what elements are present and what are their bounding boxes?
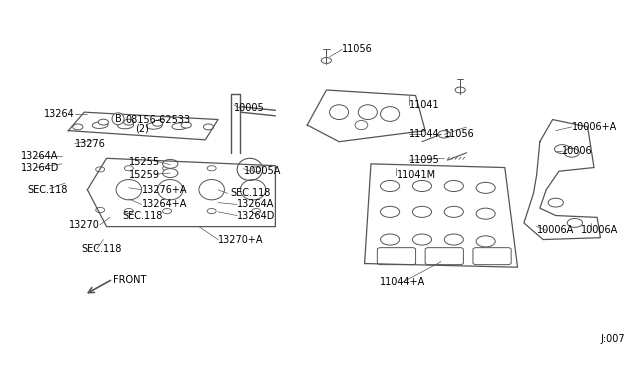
Ellipse shape xyxy=(199,180,225,200)
Circle shape xyxy=(96,208,104,212)
Text: 10006A: 10006A xyxy=(581,225,618,235)
Circle shape xyxy=(548,198,563,207)
Circle shape xyxy=(252,167,260,172)
Text: SEC.118: SEC.118 xyxy=(81,244,122,254)
Text: FRONT: FRONT xyxy=(113,275,147,285)
Text: J:007: J:007 xyxy=(600,334,625,344)
Circle shape xyxy=(381,234,399,245)
FancyBboxPatch shape xyxy=(378,248,415,264)
Circle shape xyxy=(412,180,431,192)
Text: 13264D: 13264D xyxy=(237,211,276,221)
Ellipse shape xyxy=(355,121,368,130)
Circle shape xyxy=(438,131,451,138)
Circle shape xyxy=(381,180,399,192)
Ellipse shape xyxy=(241,180,266,200)
Ellipse shape xyxy=(172,123,188,129)
Circle shape xyxy=(444,180,463,192)
Circle shape xyxy=(152,120,163,126)
Text: 10005: 10005 xyxy=(234,103,265,113)
Text: SEC.118: SEC.118 xyxy=(231,188,271,198)
Circle shape xyxy=(567,218,582,227)
Circle shape xyxy=(124,119,134,125)
Text: 11041: 11041 xyxy=(409,100,440,110)
Text: 13270+A: 13270+A xyxy=(218,234,264,244)
FancyBboxPatch shape xyxy=(473,248,511,264)
Circle shape xyxy=(96,167,104,172)
Text: 10006+A: 10006+A xyxy=(572,122,617,132)
Circle shape xyxy=(444,234,463,245)
Ellipse shape xyxy=(157,180,183,200)
Text: SEC.118: SEC.118 xyxy=(122,211,163,221)
Circle shape xyxy=(163,166,172,171)
Text: 13264A: 13264A xyxy=(20,151,58,161)
Text: 11044: 11044 xyxy=(409,129,440,139)
Text: 11041M: 11041M xyxy=(396,170,436,180)
Text: 13264+A: 13264+A xyxy=(141,199,187,209)
Text: 13264A: 13264A xyxy=(237,199,275,209)
FancyBboxPatch shape xyxy=(425,248,463,264)
Circle shape xyxy=(554,145,570,154)
Text: 15259: 15259 xyxy=(129,170,160,180)
Ellipse shape xyxy=(118,122,134,129)
Circle shape xyxy=(455,87,465,93)
Circle shape xyxy=(476,182,495,193)
Text: 11056: 11056 xyxy=(342,44,373,54)
Text: (2): (2) xyxy=(135,124,149,134)
Ellipse shape xyxy=(358,105,378,119)
Circle shape xyxy=(124,209,133,214)
Text: 10005A: 10005A xyxy=(244,166,281,176)
Circle shape xyxy=(564,148,579,157)
Circle shape xyxy=(163,169,178,177)
Text: 13264D: 13264D xyxy=(20,163,59,173)
Text: B: B xyxy=(115,114,122,124)
Circle shape xyxy=(444,206,463,217)
Ellipse shape xyxy=(92,122,108,128)
Circle shape xyxy=(99,119,108,125)
Circle shape xyxy=(181,122,191,128)
Text: 11095: 11095 xyxy=(409,155,440,165)
Circle shape xyxy=(381,206,399,217)
Circle shape xyxy=(204,124,214,130)
Circle shape xyxy=(207,209,216,214)
Text: 11056: 11056 xyxy=(444,129,475,139)
Ellipse shape xyxy=(330,105,349,119)
Ellipse shape xyxy=(147,122,162,129)
Circle shape xyxy=(412,234,431,245)
Text: 08156-62533: 08156-62533 xyxy=(125,115,191,125)
Circle shape xyxy=(73,124,83,130)
Circle shape xyxy=(252,209,260,214)
Circle shape xyxy=(207,166,216,171)
Text: 13264: 13264 xyxy=(44,109,75,119)
Text: SEC.118: SEC.118 xyxy=(27,185,67,195)
Circle shape xyxy=(476,236,495,247)
Text: 13276+A: 13276+A xyxy=(141,185,187,195)
Text: 11044+A: 11044+A xyxy=(380,277,426,287)
Text: 10006A: 10006A xyxy=(537,225,574,235)
Circle shape xyxy=(163,160,178,168)
Circle shape xyxy=(476,208,495,219)
Circle shape xyxy=(321,58,332,63)
Text: 13276: 13276 xyxy=(75,138,106,148)
Circle shape xyxy=(412,206,431,217)
Circle shape xyxy=(124,166,133,171)
Ellipse shape xyxy=(116,180,141,200)
Text: 15255: 15255 xyxy=(129,157,160,167)
Text: 13270: 13270 xyxy=(69,220,100,230)
Circle shape xyxy=(163,209,172,214)
Ellipse shape xyxy=(381,107,399,121)
Text: 10006: 10006 xyxy=(562,146,593,156)
